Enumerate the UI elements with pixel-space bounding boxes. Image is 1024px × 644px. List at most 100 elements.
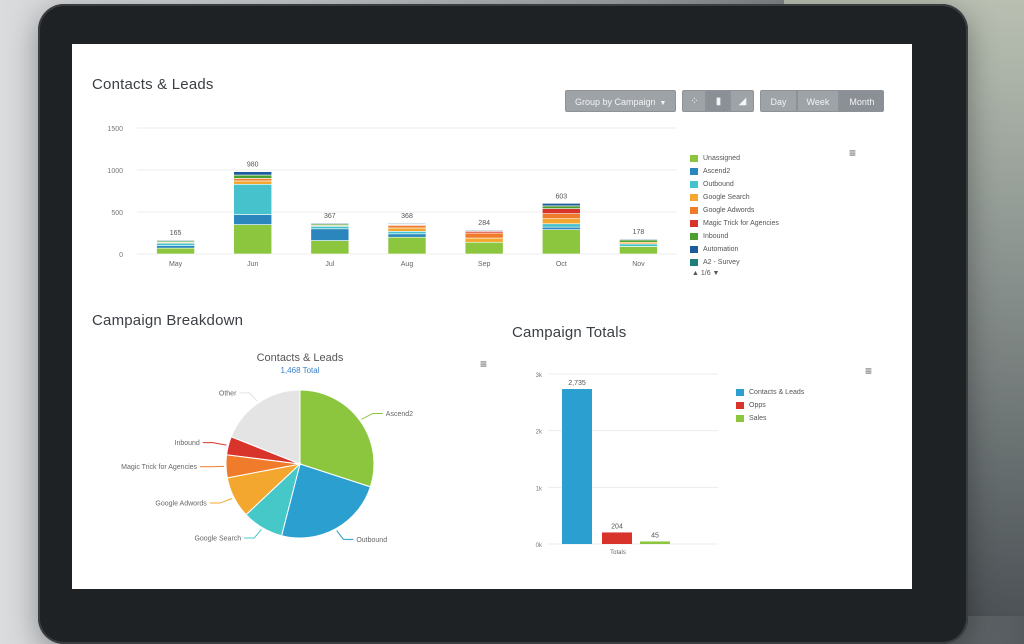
stacked-bar-segment[interactable] bbox=[388, 223, 426, 224]
pie-menu-icon[interactable]: ≡ bbox=[480, 359, 487, 369]
stacked-bar-segment[interactable] bbox=[542, 203, 580, 206]
stacked-bar-segment[interactable] bbox=[311, 229, 349, 241]
stacked-bar-segment[interactable] bbox=[619, 240, 657, 242]
legend-item[interactable]: Google Search bbox=[690, 191, 779, 204]
stacked-bar-segment[interactable] bbox=[234, 175, 272, 178]
stacked-bar-segment[interactable] bbox=[234, 215, 272, 225]
stacked-bar-segment[interactable] bbox=[157, 240, 195, 241]
stacked-bar-segment[interactable] bbox=[388, 228, 426, 231]
legend-label: Sales bbox=[749, 415, 767, 422]
legend-item[interactable]: Automation bbox=[690, 243, 779, 256]
y-tick-label: 1500 bbox=[107, 126, 123, 133]
stacked-bar-segment[interactable] bbox=[465, 242, 503, 254]
bar-total-label: 178 bbox=[633, 229, 645, 236]
bar-total-label: 368 bbox=[401, 213, 413, 220]
stacked-bar-segment[interactable] bbox=[542, 209, 580, 214]
stacked-bar-segment[interactable] bbox=[465, 233, 503, 238]
totals-chart-legend: Contacts & Leads Opps Sales bbox=[736, 386, 804, 425]
y-tick-label: 1k bbox=[536, 486, 543, 492]
legend-item[interactable]: Google Adwords bbox=[690, 204, 779, 217]
y-tick-label: 500 bbox=[111, 210, 123, 217]
stacked-bar-segment[interactable] bbox=[542, 206, 580, 209]
stacked-bar-segment[interactable] bbox=[234, 178, 272, 181]
chart-toolbar: Group by Campaign▼ ⁘ ▮ ◢ Day Week Month bbox=[565, 90, 884, 114]
pie-subtitle: 1,468 Total bbox=[281, 366, 320, 375]
period-month-button[interactable]: Month bbox=[839, 90, 884, 112]
legend-item[interactable]: Opps bbox=[736, 399, 804, 412]
period-week-button[interactable]: Week bbox=[797, 90, 840, 112]
legend-swatch bbox=[690, 181, 698, 188]
bar-total-label: 284 bbox=[478, 220, 490, 227]
legend-item[interactable]: Outbound bbox=[690, 178, 779, 191]
legend-label: Outbound bbox=[703, 181, 734, 188]
stacked-bar-segment[interactable] bbox=[542, 214, 580, 219]
x-tick-label: Jun bbox=[247, 261, 258, 268]
stacked-bar-segment[interactable] bbox=[542, 224, 580, 227]
legend-swatch bbox=[690, 220, 698, 227]
legend-label: Opps bbox=[749, 402, 766, 409]
contacts-leads-title: Contacts & Leads bbox=[92, 76, 214, 93]
stacked-bar-segment[interactable] bbox=[542, 219, 580, 224]
legend-label: Google Adwords bbox=[703, 207, 754, 214]
period-day-button[interactable]: Day bbox=[760, 90, 796, 112]
x-tick-label: May bbox=[169, 261, 183, 268]
stacked-bar-segment[interactable] bbox=[157, 243, 195, 246]
legend-label: Inbound bbox=[703, 233, 728, 240]
stacked-bar-segment[interactable] bbox=[234, 172, 272, 175]
pie-slice-label: Outbound bbox=[356, 537, 387, 544]
pager-up-icon[interactable]: ▲ bbox=[692, 270, 701, 277]
x-tick-label: Nov bbox=[632, 261, 645, 268]
pie-label-connector bbox=[361, 413, 382, 419]
stacked-bar-segment[interactable] bbox=[619, 246, 657, 254]
bar-chart-icon[interactable]: ▮ bbox=[706, 90, 730, 112]
legend-pager[interactable]: ▲ 1/6 ▼ bbox=[692, 270, 779, 277]
chart-menu-icon[interactable]: ≡ bbox=[849, 148, 856, 158]
stacked-bar-segment[interactable] bbox=[465, 238, 503, 242]
pie-label-connector bbox=[203, 443, 227, 445]
totals-menu-icon[interactable]: ≡ bbox=[865, 366, 872, 376]
y-tick-label: 3k bbox=[536, 373, 543, 379]
stacked-bar-segment[interactable] bbox=[388, 237, 426, 254]
stacked-bar-segment[interactable] bbox=[157, 246, 195, 249]
stacked-bar-segment[interactable] bbox=[234, 181, 272, 184]
stacked-bar-segment[interactable] bbox=[619, 239, 657, 240]
stacked-bar-segment[interactable] bbox=[388, 225, 426, 228]
legend-item[interactable]: Ascend2 bbox=[690, 165, 779, 178]
x-tick-label: Aug bbox=[401, 261, 414, 268]
legend-item[interactable]: A2 - Survey bbox=[690, 256, 779, 269]
totals-bar[interactable] bbox=[640, 541, 670, 544]
legend-item[interactable]: Contacts & Leads bbox=[736, 386, 804, 399]
stacked-bar-segment[interactable] bbox=[388, 231, 426, 234]
area-chart-icon[interactable]: ◢ bbox=[730, 90, 754, 112]
stacked-bar-segment[interactable] bbox=[311, 241, 349, 254]
stacked-bar-segment[interactable] bbox=[311, 223, 349, 224]
legend-item[interactable]: Magic Trick for Agencies bbox=[690, 217, 779, 230]
stacked-bar-segment[interactable] bbox=[388, 234, 426, 237]
bar-total-label: 367 bbox=[324, 213, 336, 220]
stacked-bar-segment[interactable] bbox=[234, 225, 272, 254]
pie-slice-label: Other bbox=[219, 390, 237, 397]
totals-bar[interactable] bbox=[602, 532, 632, 544]
legend-item[interactable]: Unassigned bbox=[690, 152, 779, 165]
stacked-bar-segment[interactable] bbox=[311, 226, 349, 229]
pie-slice-label: Magic Trick for Agencies bbox=[121, 464, 197, 471]
stacked-bar-segment[interactable] bbox=[619, 244, 657, 247]
legend-swatch bbox=[736, 389, 744, 396]
stacked-bar-segment[interactable] bbox=[542, 230, 580, 254]
legend-item[interactable]: Inbound bbox=[690, 230, 779, 243]
legend-item[interactable]: Sales bbox=[736, 412, 804, 425]
stacked-bar-segment[interactable] bbox=[234, 184, 272, 214]
pager-text: 1/6 bbox=[701, 270, 711, 277]
totals-value-label: 2,735 bbox=[568, 380, 586, 387]
totals-value-label: 45 bbox=[651, 532, 659, 539]
scatter-chart-icon[interactable]: ⁘ bbox=[682, 90, 706, 112]
chart-type-switch: ⁘ ▮ ◢ bbox=[682, 90, 754, 114]
pager-down-icon[interactable]: ▼ bbox=[711, 270, 720, 277]
stacked-bar-segment[interactable] bbox=[465, 230, 503, 231]
legend-swatch bbox=[690, 168, 698, 175]
group-by-dropdown[interactable]: Group by Campaign▼ bbox=[565, 90, 676, 112]
stacked-bar-segment[interactable] bbox=[157, 248, 195, 254]
stacked-bar-segment[interactable] bbox=[542, 227, 580, 230]
totals-bar[interactable] bbox=[562, 389, 592, 544]
